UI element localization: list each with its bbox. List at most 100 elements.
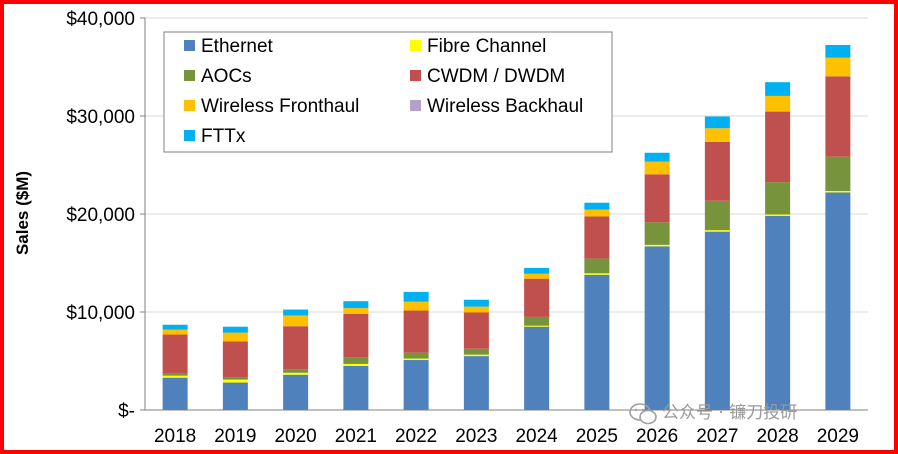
- bar-segment-fttx: [644, 152, 670, 162]
- bar-segment-cwdm-dwdm: [765, 111, 791, 183]
- legend-label: Wireless Backhaul: [427, 96, 583, 117]
- bar-segment-fttx: [584, 202, 610, 210]
- bar-segment-aocs: [644, 222, 670, 245]
- bar-segment-fttx: [162, 324, 188, 330]
- bar-segment-ethernet: [162, 377, 188, 410]
- bar-segment-cwdm-dwdm: [283, 326, 309, 370]
- legend-label: Fibre Channel: [427, 36, 546, 57]
- bar-segment-aocs: [463, 348, 489, 355]
- bar-segment-aocs: [765, 182, 791, 215]
- bar-segment-fibre-channel: [584, 273, 610, 275]
- x-tick-label: 2026: [636, 426, 678, 447]
- bar-segment-fttx: [222, 326, 248, 333]
- legend-swatch: [184, 40, 195, 51]
- legend-label: Ethernet: [201, 36, 274, 57]
- bar-segment-fibre-channel: [283, 372, 309, 375]
- bar-segment-wireless-fronthaul: [343, 308, 369, 314]
- legend-box: [163, 31, 613, 153]
- bar-segment-aocs: [584, 258, 610, 274]
- bar-segment-ethernet: [584, 274, 610, 410]
- bar-segment-cwdm-dwdm: [463, 312, 489, 349]
- y-tick-label: $-: [118, 401, 135, 422]
- bar-segment-cwdm-dwdm: [704, 141, 730, 201]
- x-tick-label: 2028: [756, 426, 798, 447]
- bar-segment-fibre-channel: [222, 379, 248, 383]
- axes: $- $10,000 $20,000 $30,000 $40,000 2018 2019 20…: [66, 9, 868, 447]
- bar-segment-wireless-fronthaul: [283, 315, 309, 327]
- bar-segment-ethernet: [343, 365, 369, 410]
- bar-segment-cwdm-dwdm: [524, 278, 550, 317]
- bar-segment-ethernet: [403, 360, 429, 410]
- bar-segment-wireless-fronthaul: [403, 301, 429, 311]
- bar-segment-cwdm-dwdm: [644, 174, 670, 223]
- bar-segment-fibre-channel: [524, 325, 550, 327]
- bar-segment-aocs: [704, 200, 730, 231]
- x-tick-label: 2024: [515, 426, 558, 447]
- legend-label: FTTx: [201, 126, 246, 147]
- bar-segment-fibre-channel: [644, 244, 670, 247]
- bar-segment-fibre-channel: [765, 214, 791, 216]
- bar-segment-aocs: [162, 373, 188, 376]
- x-tick-label: 2027: [696, 426, 738, 447]
- x-tick-label: 2021: [335, 426, 377, 447]
- bar-segment-ethernet: [825, 192, 851, 410]
- legend-swatch: [410, 70, 421, 81]
- x-tick-label: 2023: [455, 426, 497, 447]
- x-tick-label: 2020: [274, 426, 316, 447]
- y-tick-label: $20,000: [66, 205, 135, 226]
- legend-swatch: [410, 40, 421, 51]
- bar-segment-fibre-channel: [463, 354, 489, 357]
- bar-segment-cwdm-dwdm: [825, 76, 851, 157]
- legend-label: CWDM / DWDM: [427, 66, 565, 87]
- bar-segment-wireless-fronthaul: [825, 57, 851, 77]
- bar-segment-aocs: [825, 156, 851, 191]
- legend-swatch: [410, 100, 421, 111]
- bar-segment-cwdm-dwdm: [343, 313, 369, 358]
- legend-label: AOCs: [201, 66, 252, 87]
- y-axis-label: Sales ($M): [13, 171, 32, 255]
- bar-segment-wireless-fronthaul: [584, 209, 610, 217]
- bar-segment-fibre-channel: [825, 190, 851, 193]
- bar-segment-wireless-fronthaul: [463, 306, 489, 313]
- bar-segment-ethernet: [283, 374, 309, 410]
- wechat-icon: [629, 403, 657, 425]
- watermark: 公众号 · 镰刀投研: [629, 403, 797, 425]
- x-tick-label: 2025: [576, 426, 618, 447]
- bars: [162, 44, 851, 410]
- bar-segment-ethernet: [524, 326, 550, 410]
- bar-segment-fibre-channel: [162, 375, 188, 378]
- bar-segment-fttx: [765, 82, 791, 96]
- bar-segment-cwdm-dwdm: [222, 341, 248, 378]
- bar-segment-fttx: [524, 267, 550, 274]
- bar-segment-fttx: [403, 291, 429, 302]
- bar-segment-wireless-fronthaul: [162, 329, 188, 335]
- x-tick-label: 2018: [154, 426, 196, 447]
- bar-segment-ethernet: [222, 382, 248, 410]
- bar-segment-fttx: [825, 44, 851, 58]
- bar-segment-wireless-fronthaul: [644, 161, 670, 175]
- x-tick-label: 2019: [214, 426, 256, 447]
- bar-segment-fibre-channel: [343, 363, 369, 366]
- x-tick-label: 2022: [395, 426, 437, 447]
- bar-segment-aocs: [524, 316, 550, 326]
- bar-segment-wireless-fronthaul: [222, 332, 248, 342]
- x-tick-label: 2029: [817, 426, 859, 447]
- y-tick-label: $10,000: [66, 303, 135, 324]
- bar-segment-fibre-channel: [403, 358, 429, 361]
- bar-segment-fibre-channel: [704, 230, 730, 232]
- bar-segment-aocs: [343, 357, 369, 364]
- bar-segment-aocs: [403, 352, 429, 359]
- bar-segment-ethernet: [644, 246, 670, 410]
- bar-segment-ethernet: [463, 356, 489, 410]
- y-tick-label: $30,000: [66, 107, 135, 128]
- legend-swatch: [184, 130, 195, 141]
- legend-swatch: [184, 100, 195, 111]
- bar-segment-wireless-fronthaul: [524, 273, 550, 279]
- stacked-bar-chart: $- $10,000 $20,000 $30,000 $40,000 2018 2019 20…: [13, 9, 868, 447]
- bar-segment-aocs: [283, 369, 309, 373]
- bar-segment-wireless-fronthaul: [765, 95, 791, 112]
- bar-segment-fttx: [343, 301, 369, 309]
- legend-swatch: [184, 70, 195, 81]
- bar-segment-fttx: [463, 299, 489, 307]
